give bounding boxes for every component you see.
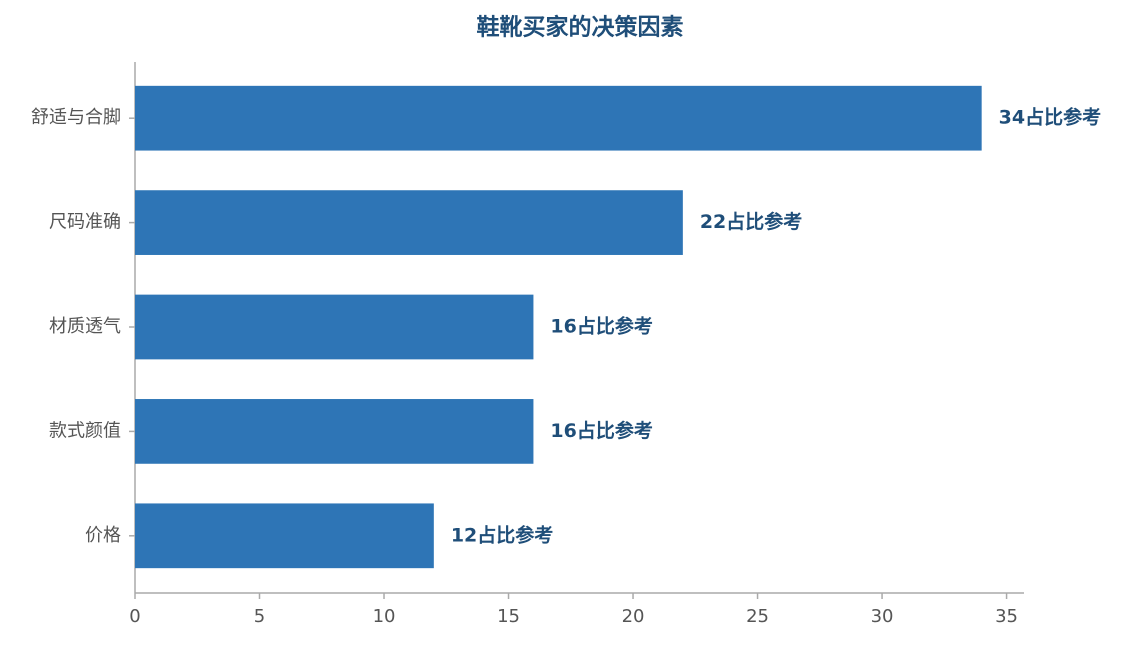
bar: [135, 190, 683, 255]
value-label: 16占比参考: [550, 315, 652, 338]
y-tick-label: 舒适与合脚: [31, 107, 121, 128]
bar: [135, 85, 982, 151]
y-tick-label: 尺码准确: [49, 212, 121, 233]
y-tick-label: 价格: [85, 525, 121, 546]
x-tick-label: 15: [497, 606, 520, 627]
value-label: 12占比参考: [451, 523, 553, 546]
y-tick-label: 款式颜值: [49, 420, 121, 441]
value-label: 16占比参考: [550, 419, 652, 442]
y-tick-label: 材质透气: [49, 316, 121, 337]
x-tick-label: 35: [995, 606, 1018, 627]
x-tick-label: 30: [871, 606, 894, 627]
x-tick-label: 0: [129, 606, 140, 627]
value-label: 34占比参考: [999, 106, 1101, 129]
x-tick-label: 5: [254, 606, 265, 627]
bar: [135, 503, 434, 569]
chart-title: 鞋靴买家的决策因素: [477, 14, 684, 41]
x-tick-label: 20: [622, 606, 645, 627]
value-label: 22占比参考: [700, 210, 802, 233]
x-tick-label: 25: [746, 606, 769, 627]
bar: [135, 294, 534, 360]
bar: [135, 399, 534, 464]
x-tick-label: 10: [373, 606, 396, 627]
